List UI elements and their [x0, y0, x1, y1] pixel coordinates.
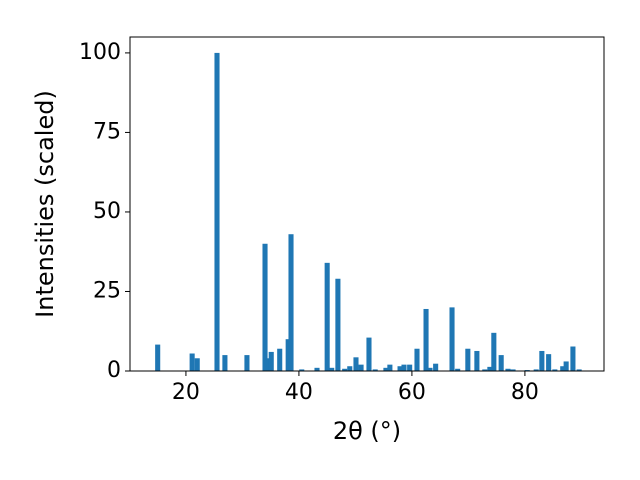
bar	[498, 355, 504, 371]
bar	[372, 369, 378, 371]
bar	[414, 348, 420, 371]
y-tick-label: 25	[93, 278, 121, 303]
bar	[401, 364, 407, 371]
y-tick-label: 100	[79, 40, 121, 65]
bar	[427, 367, 433, 371]
bar	[324, 262, 330, 371]
bar	[299, 369, 305, 371]
bar	[387, 364, 393, 371]
bar	[533, 369, 539, 371]
bar	[539, 350, 545, 371]
bar	[285, 339, 291, 371]
bar	[244, 355, 250, 371]
bar	[482, 369, 488, 371]
bar	[155, 344, 161, 371]
bar	[449, 307, 455, 371]
bar	[277, 348, 283, 371]
bar	[407, 364, 413, 371]
y-tick-label: 50	[93, 199, 121, 224]
bar	[353, 357, 359, 371]
bar	[347, 366, 353, 371]
bar	[214, 52, 220, 372]
bar	[546, 354, 552, 371]
bar	[563, 361, 569, 371]
bar	[560, 366, 566, 371]
bar	[314, 367, 320, 371]
y-axis-label: Intensities (scaled)	[31, 90, 59, 318]
bar	[329, 367, 335, 371]
bar	[335, 278, 341, 371]
bar	[268, 351, 274, 371]
plot-frame	[129, 36, 605, 372]
x-tick-label: 60	[398, 380, 426, 405]
bar	[383, 367, 389, 371]
bar	[465, 348, 471, 371]
bar	[505, 368, 511, 371]
bar	[455, 368, 461, 371]
bar	[397, 366, 403, 371]
bar	[288, 234, 294, 371]
bar	[510, 369, 516, 371]
bar	[576, 369, 582, 371]
bar	[358, 364, 364, 371]
bar	[474, 350, 480, 371]
bar	[570, 346, 576, 371]
x-tick-label: 20	[172, 380, 200, 405]
bar	[342, 368, 348, 371]
bar	[433, 363, 439, 371]
bar	[194, 358, 200, 371]
bar	[423, 308, 429, 371]
bar	[487, 366, 493, 371]
bar	[262, 243, 268, 371]
bar	[189, 353, 195, 371]
x-axis-label: 2θ (°)	[333, 417, 401, 445]
bar	[491, 332, 497, 371]
x-tick-label: 80	[511, 380, 539, 405]
bar	[222, 355, 228, 371]
y-tick-label: 0	[107, 358, 121, 383]
bar	[552, 369, 558, 371]
y-tick-label: 75	[93, 119, 121, 144]
x-tick-label: 40	[285, 380, 313, 405]
bar	[366, 337, 372, 371]
